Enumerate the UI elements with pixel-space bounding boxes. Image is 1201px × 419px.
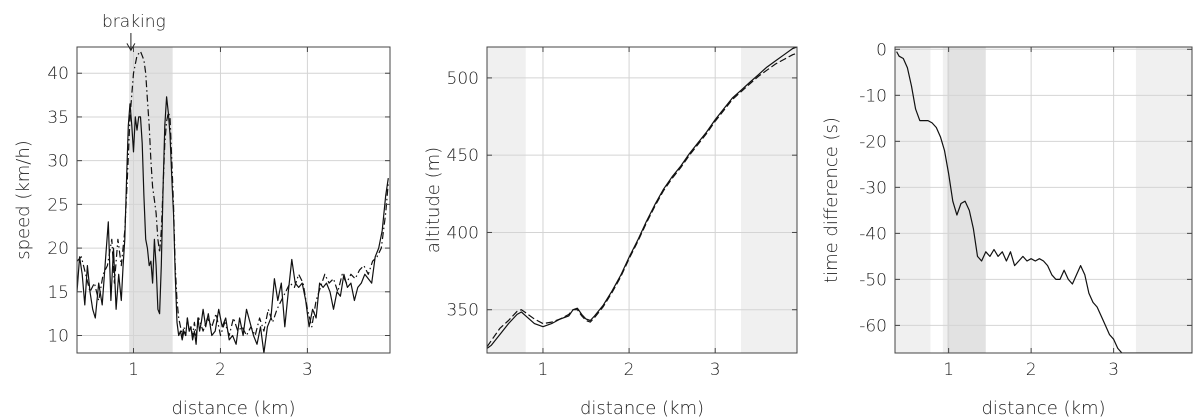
series-line-1 xyxy=(487,47,797,349)
x-axis-label: distance (km) xyxy=(982,398,1106,419)
x-tick-label: 3 xyxy=(302,360,313,380)
x-tick-label: 1 xyxy=(943,360,954,380)
plot-frame xyxy=(894,46,1193,354)
shaded-region xyxy=(946,47,986,353)
y-tick-label: 0 xyxy=(876,40,887,60)
y-tick-label: -40 xyxy=(859,224,887,244)
y-tick-label: 35 xyxy=(47,108,69,128)
shaded-region xyxy=(942,47,947,353)
y-tick-label: 10 xyxy=(47,327,69,347)
x-tick-label: 2 xyxy=(1026,360,1037,380)
y-tick-label: -50 xyxy=(859,270,887,290)
y-tick-label: 500 xyxy=(447,69,479,89)
y-axis-label: altitude (m) xyxy=(423,147,444,253)
x-tick-label: 1 xyxy=(538,360,549,380)
series-line-1 xyxy=(896,51,1192,353)
series-line-2 xyxy=(77,50,389,337)
y-tick-label: -10 xyxy=(859,86,887,106)
shaded-region xyxy=(1135,47,1192,353)
y-tick-label: 15 xyxy=(47,283,69,303)
y-tick-label: -60 xyxy=(859,316,887,336)
y-tick-label: 40 xyxy=(47,64,69,84)
y-tick-label: -20 xyxy=(859,132,887,152)
series-line-2 xyxy=(487,52,797,348)
y-tick-label: -30 xyxy=(859,178,887,198)
x-tick-label: 1 xyxy=(128,360,139,380)
shaded-region xyxy=(741,47,797,353)
y-tick-label: 25 xyxy=(47,195,69,215)
chart-panel-2: 1 2 3 350 400 450 500 distance (km) altitude (m) xyxy=(423,46,798,419)
chart-panel-1: 1 2 3 10 15 20 25 30 35 40 distance (km) speed (km/… xyxy=(13,12,391,419)
y-tick-label: 20 xyxy=(47,239,69,259)
x-tick-label: 2 xyxy=(624,360,635,380)
y-tick-label: 400 xyxy=(447,223,479,243)
series-line-1 xyxy=(77,96,389,353)
shaded-region xyxy=(895,47,931,353)
y-tick-label: 450 xyxy=(447,146,479,166)
plot-frame xyxy=(76,46,391,354)
shaded-region xyxy=(487,47,526,353)
y-axis-label: speed (km/h) xyxy=(13,140,34,260)
y-tick-label: 30 xyxy=(47,152,69,172)
shaded-region xyxy=(129,47,173,353)
x-tick-label: 3 xyxy=(710,360,721,380)
chart-panel-3: 1 2 3 0 -10 -20 -30 -40 -50 -60 distance (km) time … xyxy=(821,40,1193,419)
y-axis-label: time difference (s) xyxy=(821,117,842,283)
plot-frame xyxy=(486,46,798,354)
annotation-arrowhead xyxy=(126,43,136,52)
x-axis-label: distance (km) xyxy=(172,398,296,419)
x-tick-label: 2 xyxy=(215,360,226,380)
annotation-label: braking xyxy=(102,12,166,32)
y-tick-label: 350 xyxy=(447,301,479,321)
x-tick-label: 3 xyxy=(1108,360,1119,380)
x-axis-label: distance (km) xyxy=(580,398,704,419)
